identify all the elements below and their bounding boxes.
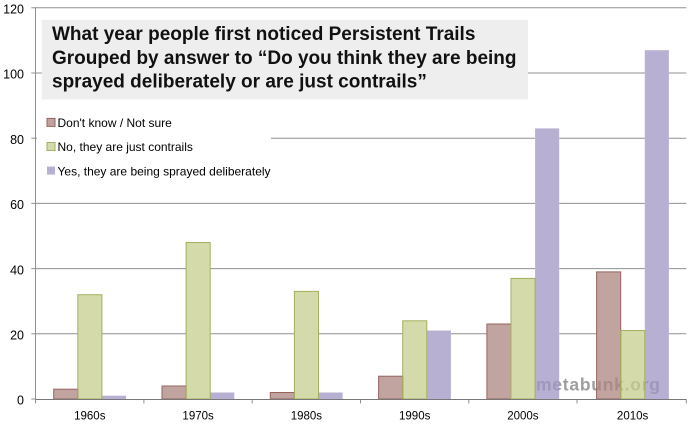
svg-text:1960s: 1960s bbox=[74, 410, 106, 422]
svg-text:No, they are just contrails: No, they are just contrails bbox=[58, 140, 193, 154]
svg-text:Yes, they are being sprayed de: Yes, they are being sprayed deliberately bbox=[58, 165, 271, 179]
svg-text:1970s: 1970s bbox=[182, 410, 214, 422]
svg-text:2000s: 2000s bbox=[507, 410, 539, 422]
svg-text:80: 80 bbox=[10, 133, 24, 147]
svg-text:1980s: 1980s bbox=[291, 410, 323, 422]
svg-text:sprayed deliberately or are ju: sprayed deliberately or are just contrai… bbox=[52, 72, 427, 93]
svg-text:Don't know / Not sure: Don't know / Not sure bbox=[58, 116, 173, 130]
svg-text:Grouped by answer to “Do you t: Grouped by answer to “Do you think they … bbox=[52, 48, 517, 69]
svg-text:0: 0 bbox=[17, 394, 24, 408]
svg-text:60: 60 bbox=[10, 198, 24, 212]
svg-text:40: 40 bbox=[10, 263, 24, 277]
svg-text:120: 120 bbox=[3, 3, 24, 17]
svg-text:What year people first noticed: What year people first noticed Persisten… bbox=[52, 24, 475, 45]
svg-text:20: 20 bbox=[10, 329, 24, 343]
svg-text:1990s: 1990s bbox=[399, 410, 431, 422]
svg-text:2010s: 2010s bbox=[617, 410, 649, 422]
svg-text:100: 100 bbox=[3, 68, 24, 82]
